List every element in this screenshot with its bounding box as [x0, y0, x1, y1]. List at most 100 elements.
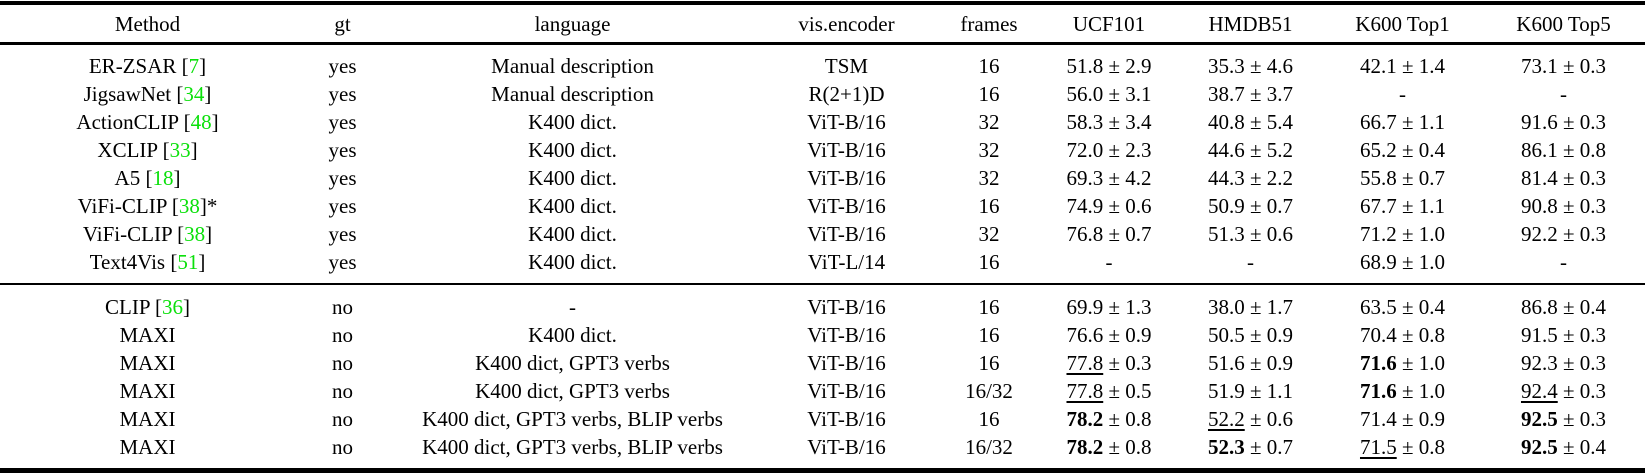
score-stddev: ± 1.3 — [1103, 295, 1152, 319]
score-value: 65.2 — [1359, 138, 1397, 162]
vis-encoder-cell: ViT-B/16 — [807, 379, 886, 403]
score-value: 92.3 — [1520, 351, 1558, 375]
ucf101-cell: 58.3 ± 3.4 — [1040, 108, 1178, 136]
gt-cell: no — [332, 351, 353, 375]
ucf101-cell: 74.9 ± 0.6 — [1040, 192, 1178, 220]
k600-top5-cell: - — [1482, 248, 1645, 285]
table-row: CLIP [36] no - ViT-B/16 16 69.9 ± 1.3 38.0 ± 1… — [0, 284, 1645, 321]
k600-top1-cell: 55.8 ± 0.7 — [1323, 164, 1482, 192]
score-value: 69.3 — [1066, 166, 1104, 190]
score-value: 78.2 — [1066, 407, 1104, 431]
k600-top1-cell: - — [1399, 82, 1406, 106]
gt-cell: no — [332, 407, 353, 431]
method-cell: MAXI — [0, 321, 295, 349]
gt-cell: no — [332, 323, 353, 347]
citation-link[interactable]: 51 — [177, 250, 199, 274]
method-name: MAXI — [119, 435, 176, 459]
language-cell: K400 dict. — [390, 248, 755, 285]
language-cell: K400 dict. — [528, 194, 617, 218]
k600-top1-cell: 71.2 ± 1.0 — [1323, 220, 1482, 248]
method-name: MAXI — [119, 351, 176, 375]
score-stddev: ± 2.2 — [1244, 166, 1294, 190]
score-stddev: ± 5.2 — [1244, 138, 1294, 162]
score-stddev: ± 0.6 — [1244, 407, 1294, 431]
language-cell: K400 dict. — [528, 222, 617, 246]
method-name: Text4Vis — [89, 250, 166, 274]
k600-top1-cell: 63.5 ± 0.4 — [1323, 284, 1482, 321]
ucf101-cell: - — [1040, 248, 1178, 285]
score-value: 86.1 — [1520, 138, 1558, 162]
vis-encoder-cell: ViT-B/16 — [807, 222, 886, 246]
method-name: ER-ZSAR — [88, 54, 177, 78]
frames-cell: 32 — [978, 138, 1000, 162]
frames-cell: 32 — [978, 222, 1000, 246]
score-value: 76.6 — [1066, 323, 1104, 347]
score-value: 91.5 — [1520, 323, 1558, 347]
col-header-frames: frames — [938, 3, 1040, 45]
score-value: 50.5 — [1207, 323, 1245, 347]
citation-link[interactable]: 34 — [183, 82, 205, 106]
score-value: 42.1 — [1359, 54, 1397, 78]
hmdb51-cell: 44.6 ± 5.2 — [1178, 136, 1323, 164]
citation-link[interactable]: 38 — [184, 222, 206, 246]
score-value: 71.5 — [1359, 435, 1397, 459]
vis-encoder-cell: ViT-B/16 — [807, 435, 886, 459]
ucf101-cell: 51.8 ± 2.9 — [1040, 44, 1178, 81]
k600-top1-cell: 71.4 ± 0.9 — [1323, 405, 1482, 433]
language-cell: - — [569, 295, 576, 319]
score-stddev: ± 4.2 — [1103, 166, 1152, 190]
citation-link[interactable]: 18 — [152, 166, 174, 190]
method-cell: MAXI — [0, 433, 295, 471]
k600-top1-cell: 71.6 ± 1.0 — [1323, 377, 1482, 405]
score-stddev: ± 1.0 — [1396, 250, 1446, 274]
method-cell: MAXI — [0, 349, 295, 377]
score-value: 51.8 — [1066, 54, 1104, 78]
frames-cell: 32 — [978, 110, 1000, 134]
ucf101-cell: 76.8 ± 0.7 — [1040, 220, 1178, 248]
gt-cell: no — [332, 295, 353, 319]
vis-encoder-cell: R(2+1)D — [808, 82, 885, 106]
method-cell: A5 [18] — [114, 166, 181, 190]
table-row: MAXI no K400 dict, GPT3 verbs ViT-B/16 16 77.… — [0, 349, 1645, 377]
citation-link[interactable]: 33 — [169, 138, 191, 162]
score-value: 55.8 — [1359, 166, 1397, 190]
citation-link[interactable]: 38 — [178, 194, 200, 218]
hmdb51-cell: 40.8 ± 5.4 — [1178, 108, 1323, 136]
score-stddev: ± 3.1 — [1103, 82, 1152, 106]
col-header-method: Method — [0, 3, 295, 45]
score-stddev: ± 1.4 — [1396, 54, 1446, 78]
language-cell: K400 dict. — [528, 110, 617, 134]
citation-link[interactable]: 48 — [190, 110, 212, 134]
method-cell: XCLIP [33] — [97, 138, 198, 162]
score-value: 51.9 — [1207, 379, 1245, 403]
score-value: 86.8 — [1520, 295, 1558, 319]
score-stddev: ± 0.6 — [1103, 194, 1152, 218]
ucf101-cell: 77.8 ± 0.3 — [1040, 349, 1178, 377]
score-stddev: ± 0.7 — [1244, 435, 1294, 459]
score-stddev: ± 0.3 — [1557, 222, 1607, 246]
gt-cell: yes — [328, 82, 357, 106]
score-stddev: ± 0.3 — [1557, 166, 1607, 190]
gt-cell: yes — [328, 194, 357, 218]
hmdb51-cell: 51.9 ± 1.1 — [1178, 377, 1323, 405]
frames-cell: 16 — [978, 194, 1000, 218]
k600-top5-cell: 92.5 ± 0.4 — [1482, 433, 1645, 471]
hmdb51-cell: 52.3 ± 0.7 — [1178, 433, 1323, 471]
score-value: 68.9 — [1359, 250, 1397, 274]
score-stddev: ± 1.1 — [1244, 379, 1294, 403]
hmdb51-cell: 50.5 ± 0.9 — [1178, 321, 1323, 349]
method-cell: ActionCLIP [48] — [76, 110, 219, 134]
citation-link[interactable]: 7 — [188, 54, 200, 78]
score-stddev: ± 4.6 — [1244, 54, 1294, 78]
score-stddev: ± 3.4 — [1103, 110, 1152, 134]
method-cell: CLIP [36] — [105, 295, 190, 319]
gt-cell: no — [332, 435, 353, 459]
citation-link[interactable]: 36 — [161, 295, 183, 319]
score-value: 76.8 — [1066, 222, 1104, 246]
language-cell: Manual description — [491, 82, 654, 106]
score-value: 73.1 — [1520, 54, 1558, 78]
k600-top1-cell: 71.5 ± 0.8 — [1323, 433, 1482, 471]
score-value: 91.6 — [1520, 110, 1558, 134]
score-stddev: ± 5.4 — [1244, 110, 1294, 134]
ucf101-cell: 69.3 ± 4.2 — [1040, 164, 1178, 192]
